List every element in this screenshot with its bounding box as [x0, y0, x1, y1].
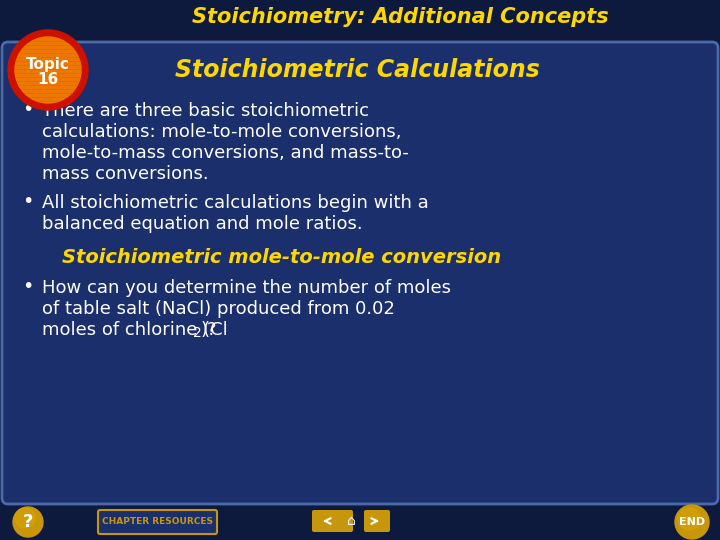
Circle shape [8, 30, 88, 110]
Circle shape [675, 505, 709, 539]
Text: •: • [22, 100, 33, 119]
Text: END: END [679, 517, 705, 527]
Text: Stoichiometric mole-to-mole conversion: Stoichiometric mole-to-mole conversion [62, 248, 501, 267]
FancyBboxPatch shape [98, 510, 217, 534]
Text: Stoichiometry: Additional Concepts: Stoichiometry: Additional Concepts [192, 7, 608, 27]
Text: CHAPTER RESOURCES: CHAPTER RESOURCES [102, 517, 212, 526]
Text: 2: 2 [193, 326, 202, 340]
Circle shape [678, 508, 700, 530]
Text: 16: 16 [37, 71, 58, 86]
Text: Topic: Topic [26, 57, 70, 71]
Circle shape [15, 508, 35, 528]
FancyBboxPatch shape [312, 510, 338, 532]
Text: •: • [22, 192, 33, 211]
Text: All stoichiometric calculations begin with a: All stoichiometric calculations begin wi… [42, 194, 428, 212]
Text: )?: )? [200, 321, 217, 339]
FancyBboxPatch shape [364, 510, 390, 532]
Text: balanced equation and mole ratios.: balanced equation and mole ratios. [42, 215, 363, 233]
Text: of table salt (NaCl) produced from 0.02: of table salt (NaCl) produced from 0.02 [42, 300, 395, 318]
FancyBboxPatch shape [327, 510, 353, 532]
Text: moles of chlorine (Cl: moles of chlorine (Cl [42, 321, 228, 339]
Text: Stoichiometric Calculations: Stoichiometric Calculations [175, 58, 540, 82]
Circle shape [15, 37, 81, 103]
Text: •: • [22, 277, 33, 296]
Text: calculations: mole-to-mole conversions,: calculations: mole-to-mole conversions, [42, 123, 402, 141]
FancyBboxPatch shape [2, 42, 718, 504]
Circle shape [13, 507, 43, 537]
Text: There are three basic stoichiometric: There are three basic stoichiometric [42, 102, 369, 120]
Text: mole-to-mass conversions, and mass-to-: mole-to-mass conversions, and mass-to- [42, 144, 409, 162]
Text: How can you determine the number of moles: How can you determine the number of mole… [42, 279, 451, 297]
Text: ⌂: ⌂ [346, 514, 356, 528]
Text: mass conversions.: mass conversions. [42, 165, 209, 183]
Text: ?: ? [23, 513, 33, 531]
